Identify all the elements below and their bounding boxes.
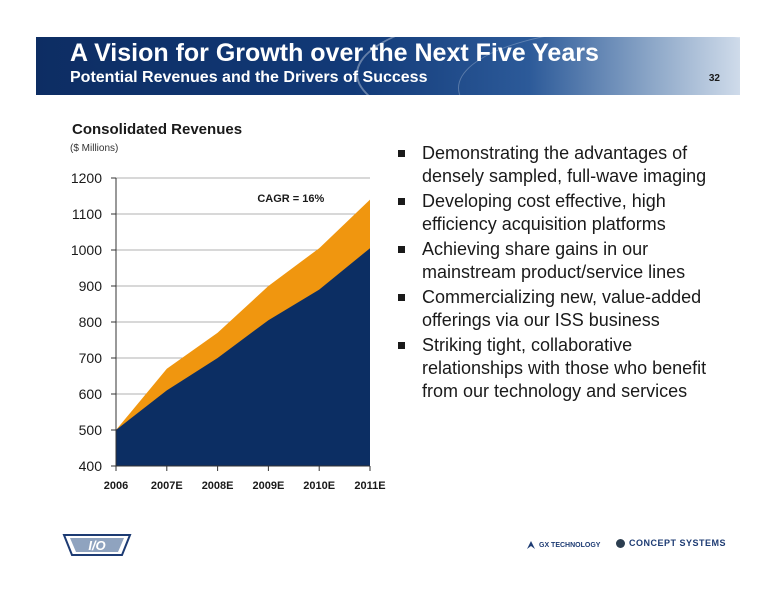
concept-systems-logo: CONCEPT SYSTEMS bbox=[616, 538, 727, 549]
y-tick-label: 800 bbox=[79, 314, 103, 330]
chart-title: Consolidated Revenues bbox=[72, 121, 243, 138]
square-bullet-icon bbox=[398, 198, 405, 205]
bullet-item: Developing cost effective, high efficien… bbox=[396, 190, 716, 236]
bullet-item: Striking tight, collaborative relationsh… bbox=[396, 334, 716, 403]
y-tick-label: 1100 bbox=[72, 206, 102, 222]
bullet-text: Commercializing new, value-added offerin… bbox=[422, 287, 702, 330]
io-logo: I/O bbox=[62, 534, 132, 556]
y-tick-label: 1000 bbox=[71, 242, 102, 258]
gx-logo-text: GX TECHNOLOGY bbox=[539, 541, 601, 549]
x-tick-label: 2008E bbox=[202, 480, 234, 492]
io-logo-text: I/O bbox=[88, 538, 105, 553]
header-swoosh-decoration bbox=[356, 37, 740, 95]
series-area-base bbox=[116, 248, 370, 466]
x-tick-label: 2007E bbox=[151, 480, 183, 492]
y-tick-label: 900 bbox=[79, 278, 103, 294]
cs-globe-icon bbox=[616, 539, 625, 549]
cagr-annotation: CAGR = 16% bbox=[257, 193, 324, 205]
bullet-text: Achieving share gains in our mainstream … bbox=[422, 239, 686, 282]
revenue-area-chart: 400 500 600 700 800 900 1000 1100 1200 2006 2007E 2… bbox=[71, 170, 386, 492]
gx-technology-logo: GX TECHNOLOGY bbox=[526, 540, 600, 550]
y-tick-label: 1200 bbox=[71, 170, 102, 186]
gx-star-icon bbox=[527, 541, 535, 549]
y-tick-label: 600 bbox=[79, 386, 103, 402]
bullet-text: Developing cost effective, high efficien… bbox=[422, 191, 666, 234]
bullet-text: Demonstrating the advantages of densely … bbox=[422, 143, 707, 186]
page-number: 32 bbox=[708, 73, 720, 84]
y-tick-label: 700 bbox=[79, 350, 103, 366]
header-banner: A Vision for Growth over the Next Five Y… bbox=[36, 37, 740, 95]
bullet-item: Achieving share gains in our mainstream … bbox=[396, 238, 716, 284]
x-tick-label: 2011E bbox=[354, 480, 385, 492]
cs-logo-text: CONCEPT SYSTEMS bbox=[629, 538, 727, 548]
square-bullet-icon bbox=[398, 342, 405, 349]
x-tick-label: 2006 bbox=[104, 480, 128, 492]
square-bullet-icon bbox=[398, 294, 405, 301]
bullet-text: Striking tight, collaborative relationsh… bbox=[422, 335, 707, 401]
slide-title: A Vision for Growth over the Next Five Y… bbox=[70, 39, 599, 67]
square-bullet-icon bbox=[398, 246, 405, 253]
slide-subtitle: Potential Revenues and the Drivers of Su… bbox=[70, 69, 428, 86]
drivers-bullet-list: Demonstrating the advantages of densely … bbox=[396, 142, 716, 405]
bullet-item: Commercializing new, value-added offerin… bbox=[396, 286, 716, 332]
chart-units-label: ($ Millions) bbox=[70, 143, 119, 154]
x-tick-label: 2010E bbox=[303, 480, 335, 492]
bullet-item: Demonstrating the advantages of densely … bbox=[396, 142, 716, 188]
y-tick-label: 500 bbox=[79, 422, 103, 438]
x-tick-label: 2009E bbox=[252, 480, 284, 492]
square-bullet-icon bbox=[398, 150, 405, 157]
y-tick-label: 400 bbox=[79, 458, 103, 474]
